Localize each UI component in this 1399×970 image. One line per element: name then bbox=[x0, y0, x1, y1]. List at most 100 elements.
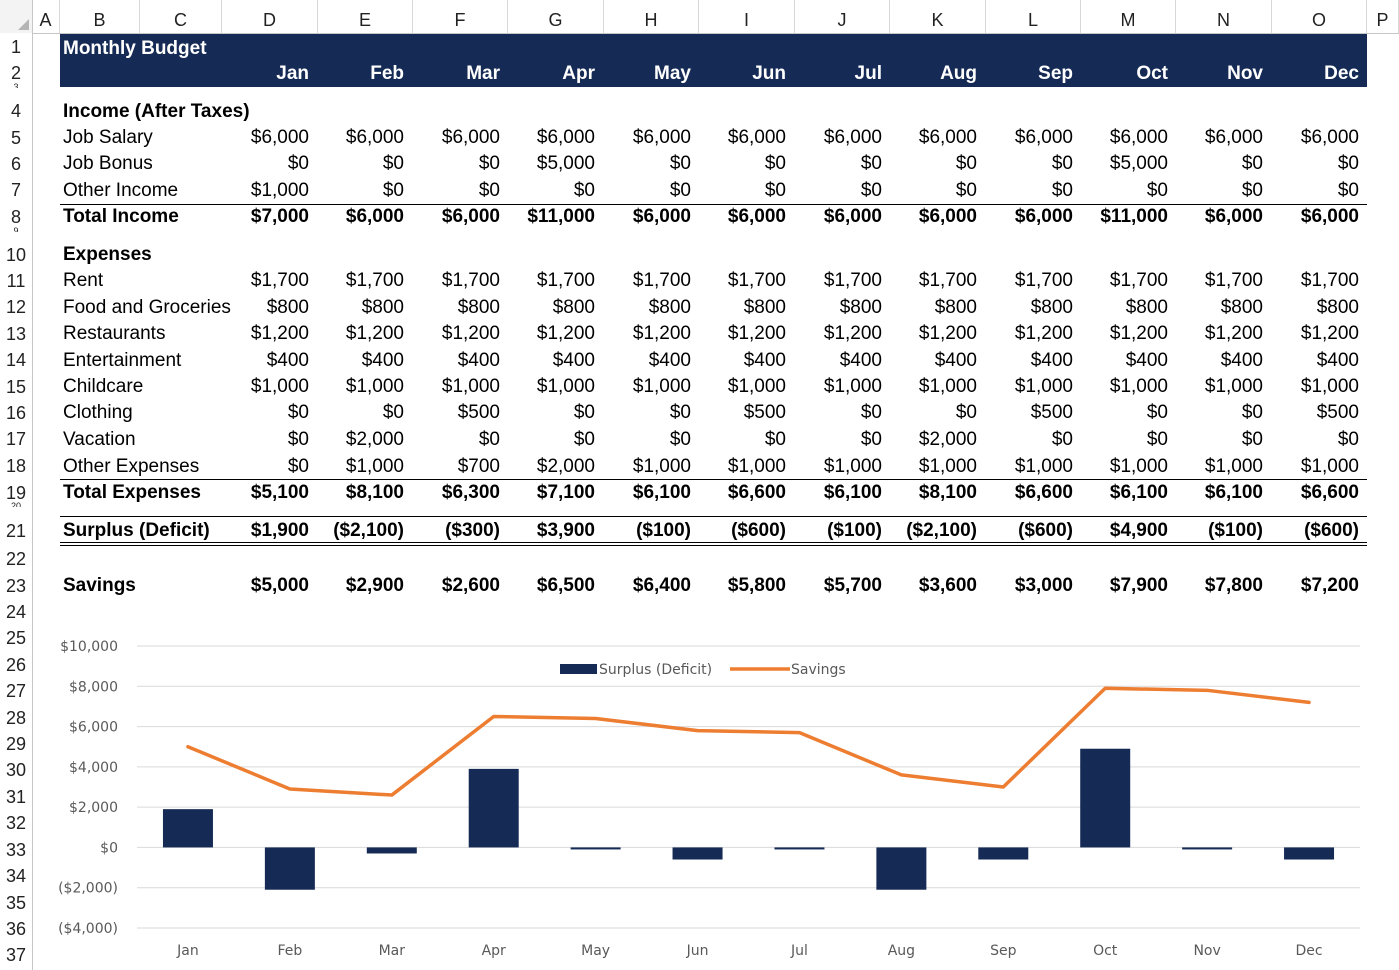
expense-row-cell[interactable]: $0 bbox=[860, 429, 882, 450]
income-row-cell[interactable]: $0 bbox=[1241, 153, 1263, 174]
expense-row-cell[interactable]: $1,200 bbox=[441, 323, 500, 344]
row-header-10[interactable]: 10 bbox=[5, 245, 27, 265]
surplus-row-cell[interactable]: ($600) bbox=[1304, 520, 1359, 541]
expense-row-cell[interactable]: $0 bbox=[573, 402, 595, 423]
expense-row-cell[interactable]: $800 bbox=[361, 297, 404, 318]
income-row-cell[interactable]: $0 bbox=[1337, 180, 1359, 201]
income-row-cell[interactable]: $0 bbox=[382, 180, 404, 201]
surplus-row-cell[interactable]: ($100) bbox=[636, 520, 691, 541]
total-expenses-row-cell[interactable]: $8,100 bbox=[918, 482, 977, 503]
expense-row-cell[interactable]: $0 bbox=[860, 402, 882, 423]
income-row-cell[interactable]: $0 bbox=[955, 153, 977, 174]
expense-row-cell[interactable]: $1,700 bbox=[250, 270, 309, 291]
expense-row-cell[interactable]: $1,000 bbox=[1300, 376, 1359, 397]
expense-row-cell[interactable]: $500 bbox=[1316, 402, 1359, 423]
expense-row-cell[interactable]: $800 bbox=[457, 297, 500, 318]
total-income-row-cell[interactable]: $6,000 bbox=[1204, 206, 1263, 227]
surplus-row-cell[interactable]: ($2,100) bbox=[333, 520, 404, 541]
sheet-title[interactable]: Monthly Budget bbox=[63, 38, 207, 59]
total-income-row-cell[interactable]: $6,000 bbox=[823, 206, 882, 227]
month-header-apr[interactable]: Apr bbox=[562, 63, 595, 84]
savings-row-cell[interactable]: $7,200 bbox=[1300, 575, 1359, 596]
column-header-f[interactable]: F bbox=[413, 0, 508, 33]
expense-row-cell[interactable]: $1,000 bbox=[632, 376, 691, 397]
total-income-row-cell[interactable]: $6,000 bbox=[727, 206, 786, 227]
income-row-cell[interactable]: $0 bbox=[1241, 180, 1263, 201]
income-row-cell[interactable]: $6,000 bbox=[823, 127, 882, 148]
expense-row-cell[interactable]: $1,000 bbox=[823, 456, 882, 477]
income-row-cell[interactable]: $1,000 bbox=[250, 180, 309, 201]
savings-row-cell[interactable]: $6,400 bbox=[632, 575, 691, 596]
income-row-cell[interactable]: $6,000 bbox=[536, 127, 595, 148]
surplus-row-cell[interactable]: $4,900 bbox=[1109, 520, 1168, 541]
row-header-2[interactable]: 2 bbox=[10, 63, 21, 83]
income-row-cell[interactable]: $6,000 bbox=[250, 127, 309, 148]
expense-row-cell[interactable]: $1,700 bbox=[918, 270, 977, 291]
surplus-row-cell[interactable]: ($100) bbox=[827, 520, 882, 541]
expense-row-cell[interactable]: $0 bbox=[1241, 402, 1263, 423]
row-header-9[interactable]: 9 bbox=[13, 226, 19, 232]
expense-row-cell[interactable]: $1,700 bbox=[1300, 270, 1359, 291]
expense-row-cell[interactable]: $2,000 bbox=[536, 456, 595, 477]
expense-row-cell[interactable]: $1,200 bbox=[632, 323, 691, 344]
row-header-30[interactable]: 30 bbox=[5, 760, 27, 780]
income-row-cell[interactable]: $5,000 bbox=[1109, 153, 1168, 174]
income-row-cell[interactable]: $6,000 bbox=[632, 127, 691, 148]
surplus-row-cell[interactable]: ($300) bbox=[445, 520, 500, 541]
row-header-27[interactable]: 27 bbox=[5, 681, 27, 701]
month-header-sep[interactable]: Sep bbox=[1038, 63, 1073, 84]
expense-row-cell[interactable]: $800 bbox=[743, 297, 786, 318]
total-expenses-row-cell[interactable]: $6,100 bbox=[1204, 482, 1263, 503]
expense-row-cell[interactable]: $1,200 bbox=[345, 323, 404, 344]
income-row-cell[interactable]: $0 bbox=[669, 153, 691, 174]
surplus-row-label[interactable]: Surplus (Deficit) bbox=[63, 520, 210, 541]
total-expenses-row-cell[interactable]: $6,100 bbox=[1109, 482, 1168, 503]
row-header-17[interactable]: 17 bbox=[5, 429, 27, 449]
expense-row-cell[interactable]: $2,000 bbox=[345, 429, 404, 450]
income-row-cell[interactable]: $0 bbox=[764, 180, 786, 201]
expense-row-cell[interactable]: $700 bbox=[457, 456, 500, 477]
expense-row-cell[interactable]: $0 bbox=[1146, 402, 1168, 423]
income-row-cell[interactable]: $6,000 bbox=[918, 127, 977, 148]
expense-row-cell[interactable]: $500 bbox=[743, 402, 786, 423]
expense-row-cell[interactable]: $500 bbox=[1030, 402, 1073, 423]
expense-row-cell[interactable]: $1,000 bbox=[345, 376, 404, 397]
row-header-20[interactable]: 20 bbox=[10, 501, 21, 507]
savings-row-cell[interactable]: $2,600 bbox=[441, 575, 500, 596]
column-header-l[interactable]: L bbox=[986, 0, 1081, 33]
row-header-16[interactable]: 16 bbox=[5, 403, 27, 423]
income-row-cell[interactable]: $0 bbox=[1337, 153, 1359, 174]
expense-row-cell[interactable]: $400 bbox=[1316, 350, 1359, 371]
expense-row-cell[interactable]: $400 bbox=[361, 350, 404, 371]
surplus-row-cell[interactable]: $3,900 bbox=[536, 520, 595, 541]
expense-row-cell[interactable]: $400 bbox=[743, 350, 786, 371]
expense-row-cell[interactable]: $400 bbox=[1030, 350, 1073, 371]
savings-row-cell[interactable]: $7,900 bbox=[1109, 575, 1168, 596]
expense-row-cell[interactable]: $0 bbox=[1146, 429, 1168, 450]
select-all-corner[interactable] bbox=[0, 0, 33, 33]
savings-row-cell[interactable]: $6,500 bbox=[536, 575, 595, 596]
expense-row-cell[interactable]: $400 bbox=[648, 350, 691, 371]
expense-row-cell[interactable]: $800 bbox=[552, 297, 595, 318]
total-expenses-row-cell[interactable]: $5,100 bbox=[250, 482, 309, 503]
expense-row-cell[interactable]: $1,200 bbox=[1014, 323, 1073, 344]
row-header-1[interactable]: 1 bbox=[10, 37, 21, 57]
expense-row-cell[interactable]: $0 bbox=[1337, 429, 1359, 450]
expense-row-cell[interactable]: $1,000 bbox=[250, 376, 309, 397]
row-header-6[interactable]: 6 bbox=[10, 154, 21, 174]
expense-row-cell[interactable]: $1,200 bbox=[1109, 323, 1168, 344]
month-header-nov[interactable]: Nov bbox=[1227, 63, 1263, 84]
savings-row-cell[interactable]: $5,000 bbox=[250, 575, 309, 596]
row-header-15[interactable]: 15 bbox=[5, 377, 27, 397]
expense-row-cell[interactable]: $500 bbox=[457, 402, 500, 423]
income-row-cell[interactable]: $0 bbox=[955, 180, 977, 201]
expense-row-cell[interactable]: $1,700 bbox=[1109, 270, 1168, 291]
expense-row-cell[interactable]: $1,000 bbox=[823, 376, 882, 397]
column-header-m[interactable]: M bbox=[1081, 0, 1176, 33]
savings-row-cell[interactable]: $5,700 bbox=[823, 575, 882, 596]
income-header[interactable]: Income (After Taxes) bbox=[63, 101, 250, 122]
row-header-29[interactable]: 29 bbox=[5, 734, 27, 754]
expense-row-label[interactable]: Other Expenses bbox=[63, 456, 200, 477]
column-header-k[interactable]: K bbox=[890, 0, 986, 33]
expense-row-label[interactable]: Entertainment bbox=[63, 350, 182, 371]
